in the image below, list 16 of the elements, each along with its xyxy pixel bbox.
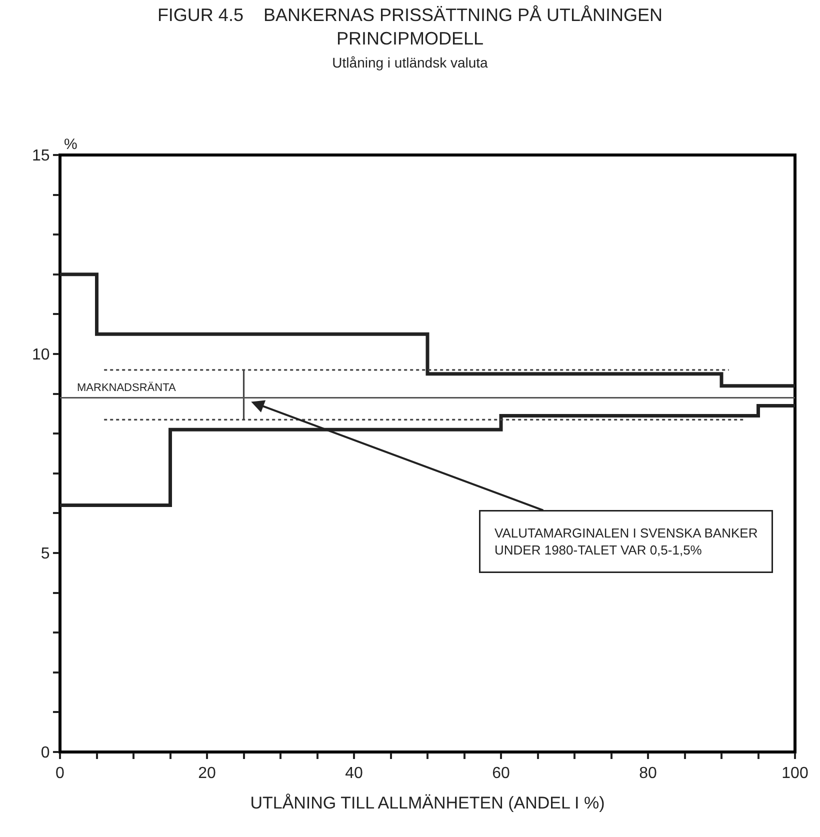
ref-line-label: MARKNADSRÄNTA bbox=[77, 381, 176, 394]
chart-subtitle: Utlåning i utländsk valuta bbox=[332, 54, 488, 71]
y-axis-title: % bbox=[64, 136, 78, 153]
x-tick-label: 100 bbox=[782, 765, 808, 782]
y-tick-label: 5 bbox=[40, 546, 50, 563]
x-axis-title: UTLÅNING TILL ALLMÄNHETEN (ANDEL I %) bbox=[250, 794, 605, 813]
annotation: VALUTAMARGINALEN I SVENSKA BANKER UNDER 1980-TALET VAR 0,5-1,5% bbox=[494, 526, 758, 558]
y-tick-label: 10 bbox=[32, 346, 50, 364]
x-tick-label: 0 bbox=[56, 765, 65, 782]
x-tick-label: 80 bbox=[639, 765, 657, 782]
chart-title: FIGUR 4.5 BANKERNAS PRISSÄTTNING PÅ UTLÅNINGEN PRINCIPMODELL bbox=[157, 4, 663, 48]
x-tick-label: 20 bbox=[198, 765, 216, 782]
y-tick-label: 15 bbox=[32, 148, 50, 165]
y-tick-label: 0 bbox=[40, 744, 50, 762]
x-tick-label: 60 bbox=[492, 765, 510, 782]
x-tick-label: 40 bbox=[345, 765, 363, 782]
